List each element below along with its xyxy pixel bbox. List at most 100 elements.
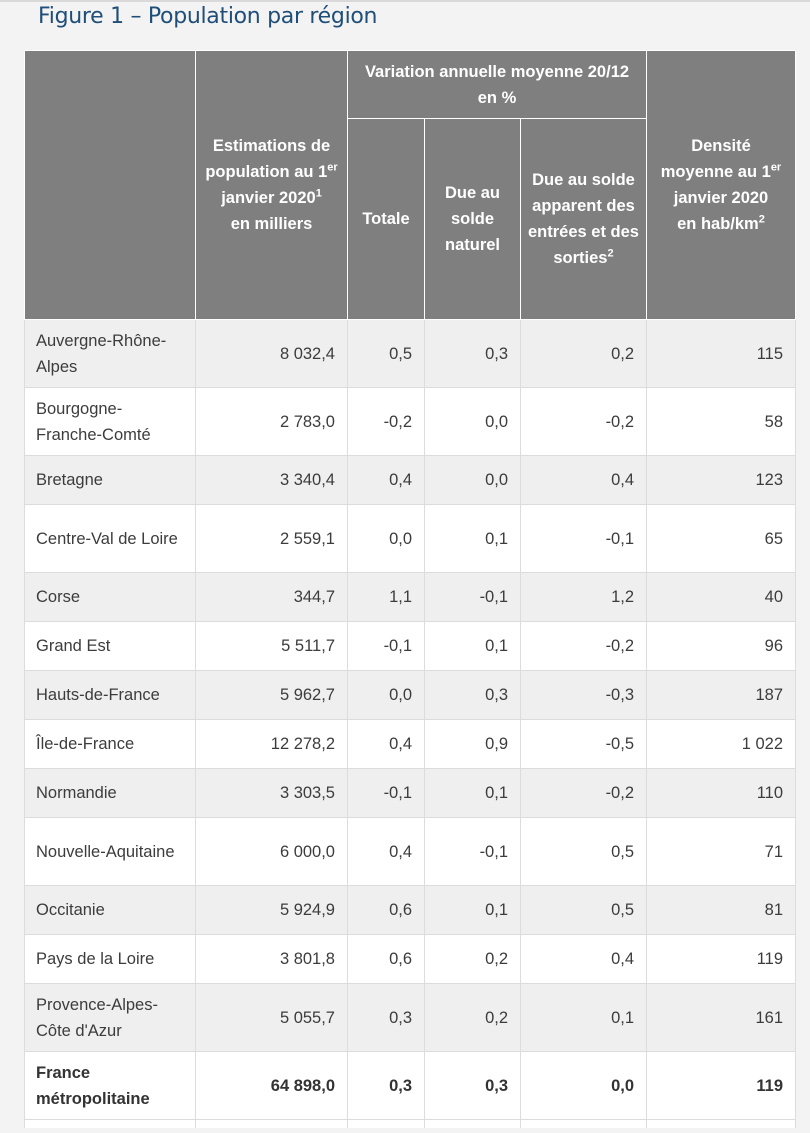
- totale-cell: 1,1: [347, 572, 425, 622]
- region-cell: Nouvelle-Aquitaine: [24, 817, 196, 886]
- densite-cell: 58: [646, 387, 796, 456]
- population-cell: 6 000,0: [195, 817, 348, 886]
- table-row: Grand Est 5 511,7 -0,1 0,1 -0,2 96: [24, 621, 796, 671]
- totale-cell: 0,3: [347, 983, 425, 1052]
- population-cell: 3 303,5: [195, 768, 348, 818]
- header-totale: Totale: [347, 118, 425, 320]
- population-cell: 2 559,1: [195, 504, 348, 573]
- totale-cell: -0,1: [347, 768, 425, 818]
- region-cell: Centre-Val de Loire: [24, 504, 196, 573]
- header-naturel: Due au solde naturel: [424, 118, 521, 320]
- empty-cell: [347, 1119, 425, 1128]
- total-population-cell: 64 898,0: [195, 1051, 348, 1120]
- apparent-cell: -0,5: [520, 719, 647, 769]
- apparent-cell: 0,2: [520, 319, 647, 388]
- region-cell: Occitanie: [24, 885, 196, 935]
- population-cell: 8 032,4: [195, 319, 348, 388]
- densite-cell: 96: [646, 621, 796, 671]
- population-table: Estimations de population au 1er janvier…: [24, 50, 796, 1128]
- apparent-cell: -0,2: [520, 621, 647, 671]
- population-cell: 344,7: [195, 572, 348, 622]
- totale-cell: 0,0: [347, 670, 425, 720]
- naturel-cell: 0,1: [424, 885, 521, 935]
- table-row: Bourgogne-Franche-Comté 2 783,0 -0,2 0,0 -0,…: [24, 387, 796, 456]
- densite-cell: 1 022: [646, 719, 796, 769]
- densite-cell: 187: [646, 670, 796, 720]
- naturel-cell: 0,3: [424, 670, 521, 720]
- header-apparent: Due au solde apparent des entrées et des…: [520, 118, 647, 320]
- population-cell: 3 340,4: [195, 455, 348, 505]
- empty-cell: [646, 1119, 796, 1128]
- apparent-cell: -0,2: [520, 768, 647, 818]
- apparent-cell: -0,1: [520, 504, 647, 573]
- totale-cell: 0,6: [347, 934, 425, 984]
- table-row: Corse 344,7 1,1 -0,1 1,2 40: [24, 572, 796, 622]
- region-cell: Bourgogne-Franche-Comté: [24, 387, 196, 456]
- table-row: Île-de-France 12 278,2 0,4 0,9 -0,5 1 022: [24, 719, 796, 769]
- totale-cell: 0,4: [347, 455, 425, 505]
- apparent-cell: 0,1: [520, 983, 647, 1052]
- total-densite-cell: 119: [646, 1051, 796, 1120]
- totale-cell: 0,4: [347, 817, 425, 886]
- apparent-cell: 0,4: [520, 934, 647, 984]
- table-row: Nouvelle-Aquitaine 6 000,0 0,4 -0,1 0,5 71: [24, 817, 796, 886]
- naturel-cell: 0,0: [424, 455, 521, 505]
- region-cell: Provence-Alpes-Côte d'Azur: [24, 983, 196, 1052]
- region-cell: Corse: [24, 572, 196, 622]
- densite-cell: 119: [646, 934, 796, 984]
- population-cell: 12 278,2: [195, 719, 348, 769]
- population-cell: 5 055,7: [195, 983, 348, 1052]
- empty-cell: [520, 1119, 647, 1128]
- apparent-cell: 1,2: [520, 572, 647, 622]
- apparent-cell: 0,5: [520, 817, 647, 886]
- table-header: Estimations de population au 1er janvier…: [24, 50, 796, 320]
- region-cell: Île-de-France: [24, 719, 196, 769]
- naturel-cell: 0,3: [424, 319, 521, 388]
- naturel-cell: 0,1: [424, 504, 521, 573]
- table-row: Hauts-de-France 5 962,7 0,0 0,3 -0,3 187: [24, 670, 796, 720]
- total-totale-cell: 0,3: [347, 1051, 425, 1120]
- table-row: Centre-Val de Loire 2 559,1 0,0 0,1 -0,1 65: [24, 504, 796, 573]
- total-row: France métropolitaine 64 898,0 0,3 0,3 0,0 11…: [24, 1051, 796, 1120]
- apparent-cell: 0,5: [520, 885, 647, 935]
- header-region: [24, 50, 196, 320]
- densite-cell: 65: [646, 504, 796, 573]
- population-cell: 2 783,0: [195, 387, 348, 456]
- table-continuation: [24, 1119, 796, 1128]
- totale-cell: 0,5: [347, 319, 425, 388]
- total-apparent-cell: 0,0: [520, 1051, 647, 1120]
- region-cell: Pays de la Loire: [24, 934, 196, 984]
- region-cell: Hauts-de-France: [24, 670, 196, 720]
- header-estimations: Estimations de population au 1er janvier…: [195, 50, 348, 320]
- region-cell: Grand Est: [24, 621, 196, 671]
- densite-cell: 115: [646, 319, 796, 388]
- totale-cell: 0,0: [347, 504, 425, 573]
- densite-cell: 161: [646, 983, 796, 1052]
- empty-cell: [424, 1119, 521, 1128]
- header-variation: Variation annuelle moyenne 20/12 en %: [347, 50, 647, 119]
- table-row: Auvergne-Rhône-Alpes 8 032,4 0,5 0,3 0,2 115: [24, 319, 796, 388]
- region-cell: Auvergne-Rhône-Alpes: [24, 319, 196, 388]
- table-row: Provence-Alpes-Côte d'Azur 5 055,7 0,3 0,2 0…: [24, 983, 796, 1052]
- empty-cell: [195, 1119, 348, 1128]
- densite-cell: 71: [646, 817, 796, 886]
- empty-cell: [24, 1119, 196, 1128]
- apparent-cell: 0,4: [520, 455, 647, 505]
- naturel-cell: 0,2: [424, 983, 521, 1052]
- population-cell: 3 801,8: [195, 934, 348, 984]
- naturel-cell: 0,0: [424, 387, 521, 456]
- totale-cell: -0,2: [347, 387, 425, 456]
- population-cell: 5 924,9: [195, 885, 348, 935]
- top-divider: [0, 0, 810, 2]
- figure-title: Figure 1 – Population par région: [38, 4, 378, 29]
- population-cell: 5 511,7: [195, 621, 348, 671]
- naturel-cell: -0,1: [424, 572, 521, 622]
- total-naturel-cell: 0,3: [424, 1051, 521, 1120]
- naturel-cell: 0,1: [424, 621, 521, 671]
- table-body: Auvergne-Rhône-Alpes 8 032,4 0,5 0,3 0,2 115 B…: [24, 319, 796, 1128]
- naturel-cell: 0,1: [424, 768, 521, 818]
- naturel-cell: -0,1: [424, 817, 521, 886]
- naturel-cell: 0,9: [424, 719, 521, 769]
- total-region-cell: France métropolitaine: [24, 1051, 196, 1120]
- apparent-cell: -0,2: [520, 387, 647, 456]
